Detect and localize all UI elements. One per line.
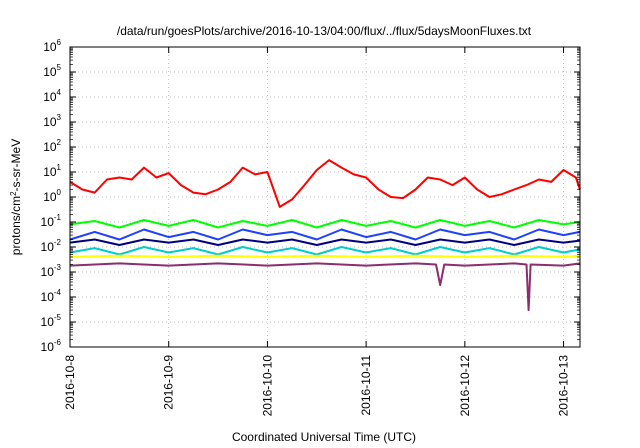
y-tick-label: 105: [43, 63, 61, 79]
y-tick-base: 10: [43, 140, 57, 154]
y-tick-label: 10-5: [41, 313, 62, 329]
y-tick-base: 10: [43, 65, 57, 79]
y-tick-base: 10: [43, 115, 57, 129]
series-layer: [69, 159, 581, 312]
y-tick-label: 10-3: [41, 263, 62, 279]
series-line-1: [69, 159, 581, 208]
y-tick-base: 10: [41, 340, 55, 354]
y-tick-exp: 0: [57, 188, 62, 197]
y-tick-base: 10: [41, 215, 55, 229]
y-tick-exp: -6: [54, 338, 62, 347]
y-tick-label: 106: [43, 38, 61, 54]
y-tick-exp: 5: [57, 63, 62, 72]
y-axis-ticks: 10-610-510-410-310-210-11001011021031041…: [41, 38, 580, 354]
chart-title: /data/run/goesPlots/archive/2016-10-13/0…: [117, 24, 532, 38]
y-axis-label-base: protons/cm: [9, 196, 23, 255]
y-tick-base: 10: [43, 165, 57, 179]
series-line-7: [69, 262, 581, 312]
y-tick-exp: 1: [57, 163, 62, 172]
y-tick-base: 10: [41, 315, 55, 329]
y-tick-label: 102: [43, 138, 61, 154]
series-line-4: [69, 228, 581, 241]
y-tick-label: 100: [43, 188, 61, 204]
x-tick-label: 2016-10-11: [359, 355, 373, 416]
x-axis-label: Coordinated Universal Time (UTC): [232, 430, 416, 444]
y-axis-label-sup: 2: [9, 191, 18, 196]
y-tick-label: 10-6: [41, 338, 62, 354]
y-tick-exp: -1: [54, 213, 62, 222]
x-tick-label: 2016-10-12: [458, 355, 472, 417]
y-tick-label: 103: [43, 113, 61, 129]
y-tick-exp: 6: [57, 38, 62, 47]
x-tick-label: 2016-10-8: [63, 355, 77, 410]
series-line-5: [69, 238, 581, 246]
y-tick-exp: 3: [57, 113, 62, 122]
grid-lines: [69, 47, 580, 347]
y-axis-label: protons/cm2-s-sr-MeV: [9, 139, 24, 255]
y-tick-base: 10: [41, 240, 55, 254]
series-line-3: [69, 246, 581, 256]
y-tick-exp: -2: [54, 238, 62, 247]
y-tick-label: 101: [43, 163, 61, 179]
series-line-6: [69, 254, 581, 258]
y-tick-base: 10: [43, 40, 57, 54]
y-tick-exp: 4: [57, 88, 62, 97]
y-tick-base: 10: [43, 90, 57, 104]
y-tick-exp: -3: [54, 263, 62, 272]
y-tick-base: 10: [41, 290, 55, 304]
series-line-2: [69, 219, 581, 229]
x-tick-label: 2016-10-13: [557, 355, 571, 417]
y-tick-label: 10-4: [41, 288, 62, 304]
x-tick-label: 2016-10-9: [162, 355, 176, 410]
x-axis-ticks: 2016-10-8 2016-10-9 2016-10-10 2016-10-11 20…: [63, 47, 571, 416]
y-tick-base: 10: [43, 190, 57, 204]
y-tick-label: 104: [43, 88, 61, 104]
y-tick-label: 10-1: [41, 213, 62, 229]
y-tick-exp: 2: [57, 138, 62, 147]
y-tick-exp: -4: [54, 288, 62, 297]
x-tick-label: 2016-10-10: [260, 355, 274, 417]
y-tick-base: 10: [41, 265, 55, 279]
y-axis-label-rest: -s-sr-MeV: [9, 139, 23, 192]
y-tick-label: 10-2: [41, 238, 62, 254]
y-tick-exp: -5: [54, 313, 62, 322]
